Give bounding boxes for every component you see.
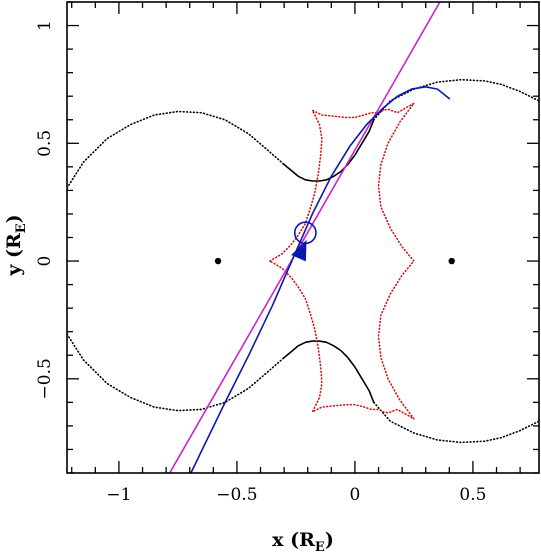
x-tick-label: −1 — [106, 485, 131, 505]
series-critical-curve-1 — [283, 119, 375, 182]
y-tick-label: 0.5 — [35, 130, 55, 157]
y-tick-label: 1 — [35, 20, 55, 31]
series-critical-curve-3 — [67, 333, 285, 412]
y-axis-label: y (RE) — [3, 214, 29, 276]
series-critical-curve-2 — [372, 78, 539, 121]
x-tick-label: −0.5 — [216, 485, 257, 505]
series-trajectory-8 — [190, 86, 451, 473]
lens-point-2 — [448, 257, 455, 265]
series-straight-line-7 — [168, 2, 441, 473]
data-layer — [67, 2, 539, 473]
series-critical-curve-4 — [283, 340, 375, 404]
series-caustic-6 — [269, 102, 415, 420]
plot-border — [66, 1, 540, 474]
y-tick-label: 0 — [35, 256, 55, 267]
plot-frame: −1 −0.5 0 0.5 −0.5 0 0.5 1 — [35, 1, 540, 505]
series-critical-curve-0 — [67, 110, 285, 189]
trajectory-arrow — [291, 239, 307, 262]
source-circle — [293, 221, 317, 245]
series-critical-curve-5 — [372, 401, 539, 444]
x-tick-label: 0.5 — [459, 485, 486, 505]
lens-point-1 — [214, 257, 222, 265]
y-tick-label: −0.5 — [35, 358, 55, 399]
x-tick-label: 0 — [350, 485, 361, 505]
x-axis-label: x (RE) — [272, 529, 334, 555]
